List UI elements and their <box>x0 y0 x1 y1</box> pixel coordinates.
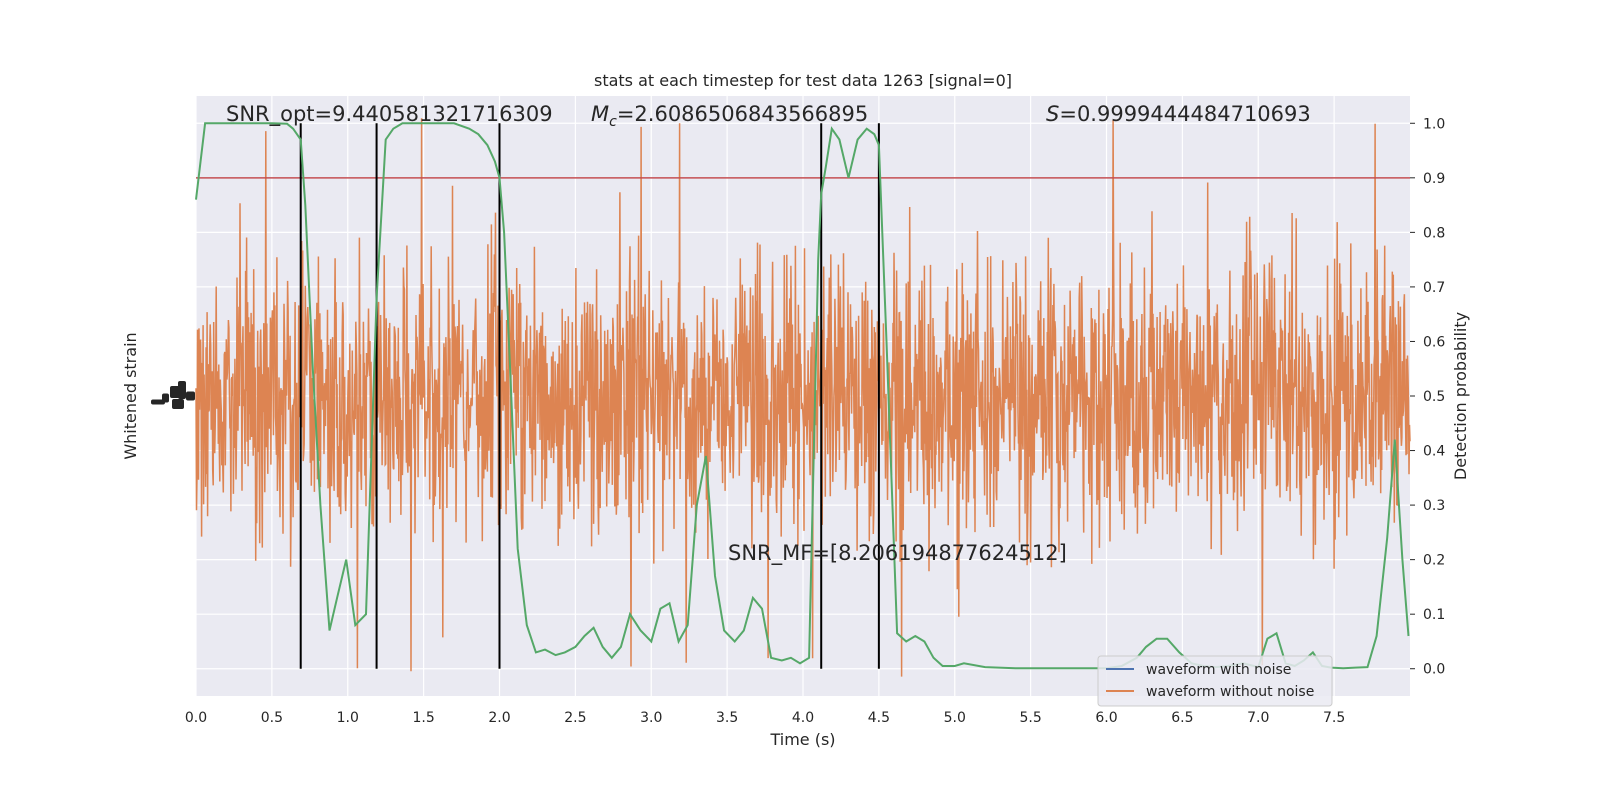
legend-box <box>1097 655 1333 707</box>
right-tick-label-3: 0.3 <box>1423 498 1445 514</box>
left-axis-label: Whitened strain <box>121 332 140 459</box>
legend-label-with-noise: waveform with noise <box>1146 662 1291 678</box>
chart-title: stats at each timestep for test data 126… <box>594 71 1012 90</box>
legend-label-without-noise: waveform without noise <box>1146 684 1314 700</box>
x-tick-label-13: 6.5 <box>1171 710 1193 726</box>
left-tick-blob-2 <box>172 399 184 409</box>
right-tick-label-6: 0.6 <box>1423 334 1445 350</box>
right-tick-label-2: 0.2 <box>1423 553 1445 569</box>
x-tick-label-15: 7.5 <box>1323 710 1345 726</box>
right-tick-label-0: 0.0 <box>1423 662 1445 678</box>
right-tick-label-8: 0.8 <box>1423 225 1445 241</box>
right-tick-label-1: 0.1 <box>1423 607 1445 623</box>
annotation-snr-mf: SNR_MF=[8.206194877624512] <box>728 541 1067 566</box>
right-axis-label: Detection probability <box>1451 312 1470 480</box>
x-tick-label-5: 2.5 <box>564 710 586 726</box>
annotation-chirp-mass: Mc=2.6086506843566895 <box>591 102 868 130</box>
left-axis-tick-clutter <box>151 381 195 409</box>
noise-trace <box>195 118 1411 677</box>
x-axis-label: Time (s) <box>769 730 835 749</box>
right-tick-label-4: 0.4 <box>1423 444 1445 460</box>
x-axis-ticks: 0.0 0.5 1.0 1.5 2.0 2.5 3.0 3.5 4.0 4.5 5.0 5.5 6.0 6… <box>185 710 1345 726</box>
x-tick-label-6: 3.0 <box>640 710 662 726</box>
vertical-markers <box>299 123 880 669</box>
annotation-snr-opt: SNR_opt=9.440581321716309 <box>226 102 553 127</box>
right-tick-label-9: 0.9 <box>1423 171 1445 187</box>
series-waveform-without-noise <box>195 118 1411 677</box>
left-tick-blob-0 <box>170 386 180 398</box>
left-tick-blob-3 <box>151 399 165 405</box>
x-tick-label-0: 0.0 <box>185 710 207 726</box>
x-tick-label-3: 1.5 <box>412 710 434 726</box>
x-tick-label-10: 5.0 <box>944 710 966 726</box>
annotation-score: S=0.9999444484710693 <box>1046 102 1311 126</box>
x-tick-label-11: 5.5 <box>1019 710 1041 726</box>
right-tick-label-5: 0.5 <box>1423 389 1445 405</box>
x-tick-label-12: 6.0 <box>1095 710 1117 726</box>
right-tick-label-7: 0.7 <box>1423 280 1445 296</box>
x-tick-label-7: 3.5 <box>716 710 738 726</box>
legend: waveform with noise waveform without noi… <box>1097 655 1333 707</box>
x-tick-label-14: 7.0 <box>1247 710 1269 726</box>
x-tick-label-2: 1.0 <box>337 710 359 726</box>
left-tick-blob-5 <box>178 381 186 399</box>
x-tick-label-9: 4.5 <box>868 710 890 726</box>
right-tick-label-10: 1.0 <box>1423 116 1445 132</box>
right-axis-ticks: 0.0 0.1 0.2 0.3 0.4 0.5 0.6 0.7 0.8 0.9 1.0 <box>1410 116 1445 678</box>
x-tick-label-4: 2.0 <box>488 710 510 726</box>
x-tick-label-1: 0.5 <box>261 710 283 726</box>
x-tick-label-8: 4.0 <box>792 710 814 726</box>
left-tick-blob-4 <box>186 391 195 401</box>
